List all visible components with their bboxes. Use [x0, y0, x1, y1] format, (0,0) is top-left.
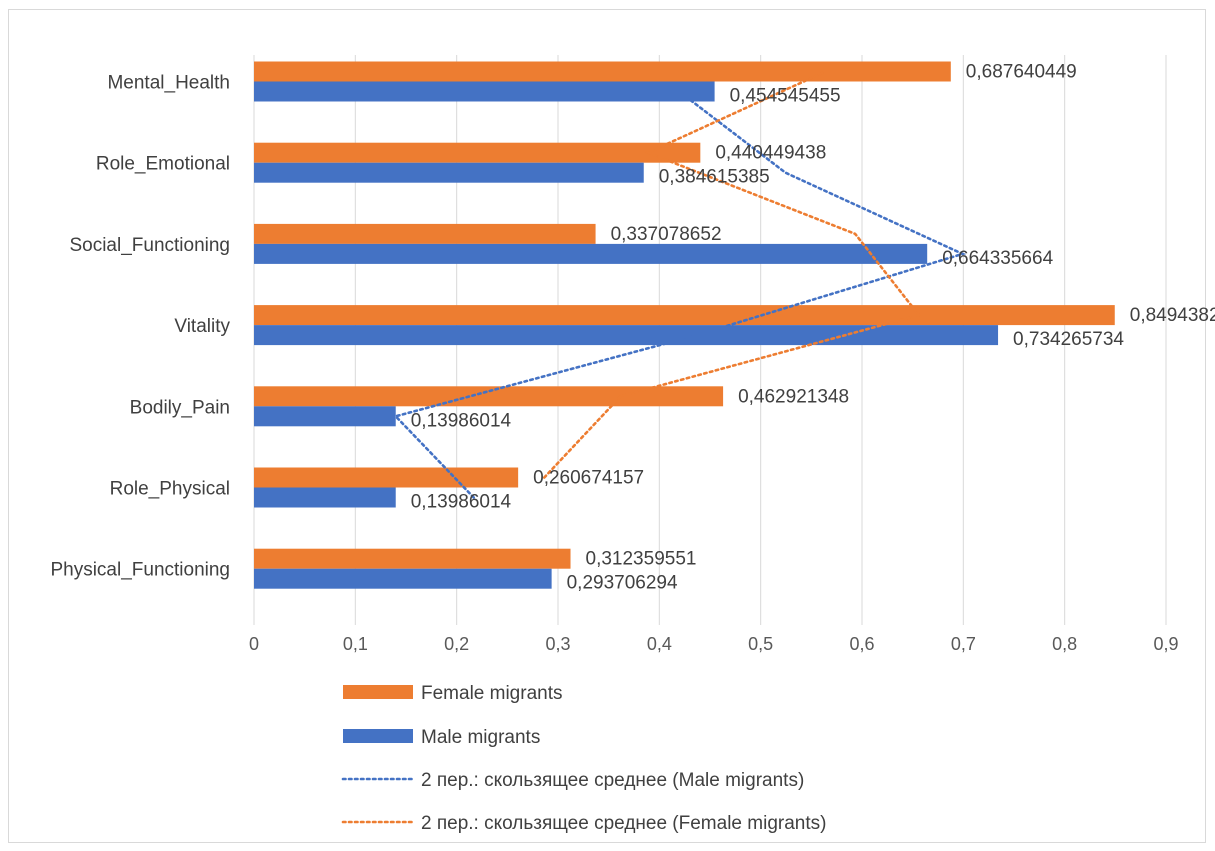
female-bar	[254, 305, 1115, 326]
female-data-label: 0,462921348	[738, 386, 849, 407]
x-tick-label: 0,3	[545, 634, 570, 654]
female-bar	[254, 548, 571, 569]
female-bar	[254, 142, 701, 163]
legend-swatch	[343, 685, 413, 699]
male-bar	[254, 325, 999, 346]
legend-label: Female migrants	[421, 683, 563, 704]
x-tick-label: 0,1	[343, 634, 368, 654]
female-data-label: 0,849438202	[1130, 305, 1215, 326]
data-labels: 0,312359551 0,293706294 0,260674157 0,13986…	[411, 62, 1215, 594]
moving-average-trendline	[393, 90, 967, 499]
category-label: Role_Emotional	[96, 154, 230, 175]
male-bar	[254, 406, 396, 427]
category-label: Social_Functioning	[69, 235, 230, 256]
bars	[254, 61, 1115, 589]
male-data-label: 0,13986014	[411, 410, 512, 431]
female-bar	[254, 223, 596, 244]
male-data-label: 0,293706294	[567, 573, 678, 594]
category-label: Vitality	[174, 316, 230, 337]
female-bar	[254, 61, 951, 82]
x-tick-label: 0,9	[1153, 634, 1178, 654]
female-data-label: 0,312359551	[586, 549, 697, 570]
category-labels: Physical_Functioning Role_Physical Bodily_…	[50, 73, 230, 581]
x-tick-label: 0,5	[748, 634, 773, 654]
male-data-label: 0,734265734	[1013, 329, 1124, 350]
x-tick-label: 0,8	[1052, 634, 1077, 654]
legend-swatch	[343, 729, 413, 743]
moving-average-trendline	[542, 70, 922, 479]
male-bar	[254, 243, 928, 264]
x-tick-label: 0,6	[849, 634, 874, 654]
legend: Female migrants Male migrants 2 пер.: скол…	[341, 683, 826, 834]
male-data-label: 0,454545455	[730, 86, 841, 107]
female-data-label: 0,337078652	[611, 224, 722, 245]
x-tick-labels: 0 0,1 0,2 0,3 0,4 0,5 0,6 0,7 0,8 0,9	[249, 634, 1179, 654]
category-label: Bodily_Pain	[130, 397, 230, 418]
category-label: Role_Physical	[110, 479, 230, 500]
legend-label: Male migrants	[421, 727, 540, 748]
legend-label: 2 пер.: скользящее среднее (Male migrant…	[421, 770, 804, 791]
x-tick-label: 0	[249, 634, 259, 654]
legend-label: 2 пер.: скользящее среднее (Female migra…	[421, 813, 826, 834]
male-bar	[254, 162, 644, 183]
category-label: Mental_Health	[107, 73, 230, 94]
female-data-label: 0,687640449	[966, 62, 1077, 83]
male-data-label: 0,13986014	[411, 492, 512, 513]
male-data-label: 0,384615385	[659, 167, 770, 188]
female-data-label: 0,260674157	[533, 468, 644, 489]
male-bar	[254, 81, 715, 102]
male-data-label: 0,664335664	[942, 248, 1053, 269]
trendlines	[393, 70, 967, 499]
female-data-label: 0,440449438	[715, 143, 826, 164]
male-bar	[254, 568, 552, 589]
x-tick-label: 0,7	[951, 634, 976, 654]
x-tick-label: 0,2	[444, 634, 469, 654]
female-bar	[254, 467, 519, 488]
x-tick-label: 0,4	[647, 634, 672, 654]
category-label: Physical_Functioning	[50, 560, 230, 581]
male-bar	[254, 487, 396, 508]
female-bar	[254, 386, 724, 407]
